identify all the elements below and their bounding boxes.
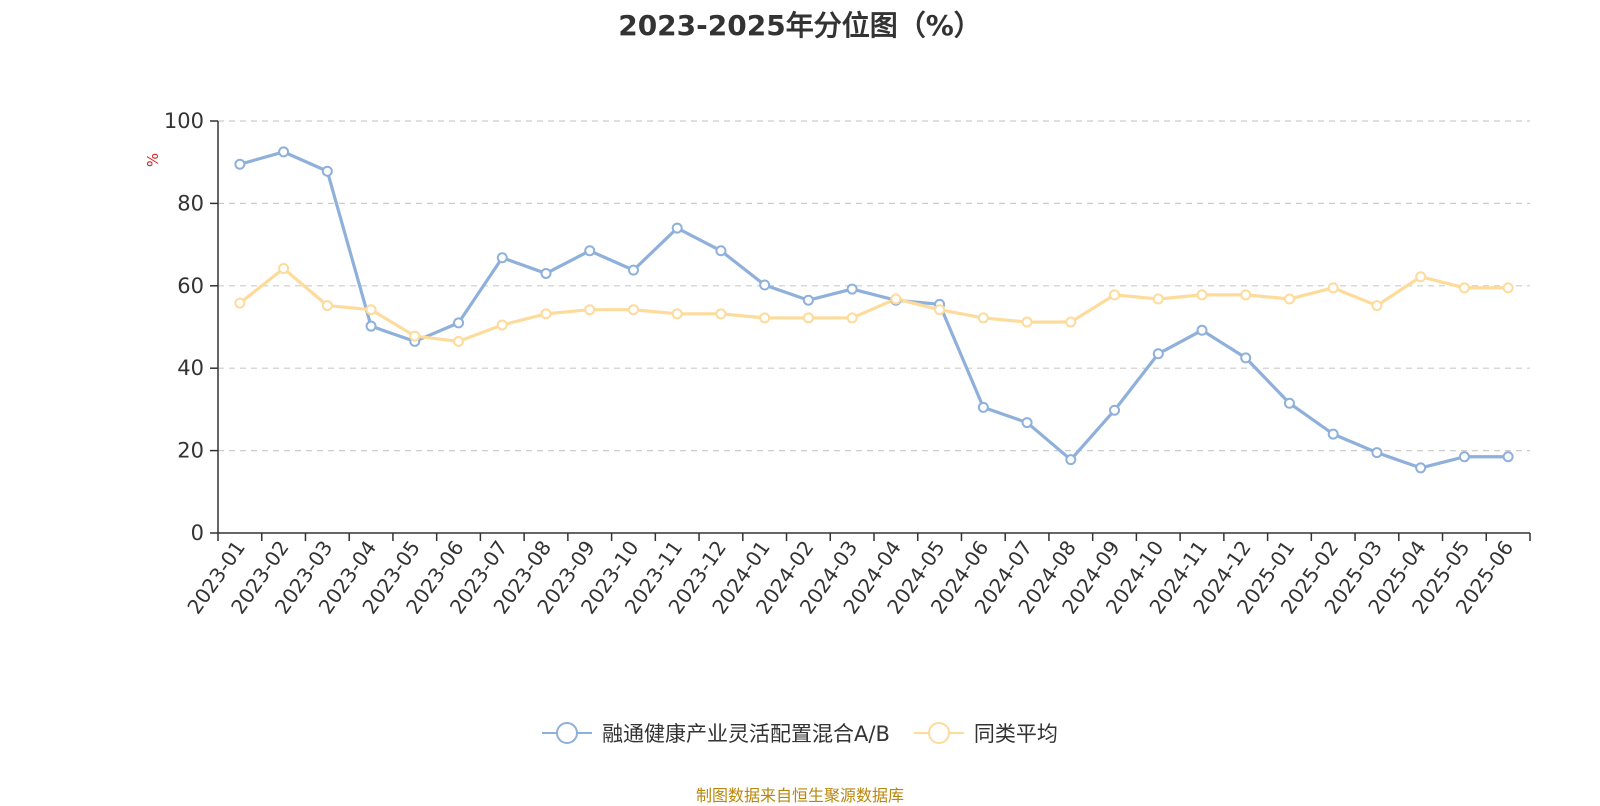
series-0-point xyxy=(1327,428,1339,440)
series-0-point xyxy=(715,245,727,257)
legend-item-series-0[interactable]: 融通健康产业灵活配置混合A/B xyxy=(542,718,890,748)
series-1-point xyxy=(671,308,683,320)
series-0-point xyxy=(1502,451,1514,463)
grid-layer xyxy=(218,120,1530,452)
series-0-point xyxy=(627,264,639,276)
series-0-point xyxy=(365,320,377,332)
series-1-point xyxy=(759,312,771,324)
series-0-point xyxy=(1371,447,1383,459)
series-1-point xyxy=(1327,282,1339,294)
legend-series-1-marker-icon xyxy=(913,722,964,744)
series-1-point xyxy=(1109,289,1121,301)
y-tick-label: 60 xyxy=(177,274,204,298)
series-0-point xyxy=(846,283,858,295)
series-0-point xyxy=(496,252,508,264)
series-0-point xyxy=(977,401,989,413)
legend-series-1-label: 同类平均 xyxy=(973,722,1058,746)
series-0-point xyxy=(1109,404,1121,416)
series-0-point xyxy=(1415,462,1427,474)
series-0-point xyxy=(1152,348,1164,360)
legend-item-series-1[interactable]: 同类平均 xyxy=(913,718,1058,748)
series-0-point xyxy=(234,158,246,170)
series-1-point xyxy=(365,304,377,316)
series-1-point xyxy=(1152,293,1164,305)
series-1-point xyxy=(540,308,552,320)
series-0-point xyxy=(540,267,552,279)
series-0-point xyxy=(802,294,814,306)
legend-series-0-marker-icon xyxy=(542,722,593,744)
series-1-point xyxy=(715,308,727,320)
series-1-point xyxy=(1196,289,1208,301)
series-1-line xyxy=(238,266,1509,344)
chart-title: 2023-2025年分位图（%） xyxy=(618,9,982,42)
series-1-point xyxy=(234,297,246,309)
axis-layer: 0204060801002023-012023-022023-032023-04… xyxy=(164,109,1531,618)
series-0-point xyxy=(1196,324,1208,336)
y-tick-label: 40 xyxy=(177,356,204,380)
y-tick-label: 100 xyxy=(164,109,204,133)
series-1-point xyxy=(1415,271,1427,283)
series-1-point xyxy=(321,300,333,312)
legend: 融通健康产业灵活配置混合A/B 同类平均 xyxy=(0,718,1600,748)
series-0-point xyxy=(1283,397,1295,409)
series-1-point xyxy=(934,304,946,316)
series-layer xyxy=(234,146,1514,474)
series-1-point xyxy=(409,330,421,342)
series-1-point xyxy=(278,262,290,274)
series-1-point xyxy=(1502,282,1514,294)
series-0-point xyxy=(671,222,683,234)
y-axis-label: % xyxy=(144,153,162,167)
y-tick-label: 0 xyxy=(191,521,204,545)
series-0-point xyxy=(584,245,596,257)
series-1-point xyxy=(890,293,902,305)
series-0-point xyxy=(1021,417,1033,429)
series-1-point xyxy=(584,304,596,316)
series-1-point xyxy=(1458,282,1470,294)
y-tick-label: 20 xyxy=(177,439,204,463)
series-0-point xyxy=(1240,352,1252,364)
series-1-point xyxy=(627,304,639,316)
series-1-point xyxy=(453,335,465,347)
series-0-point xyxy=(453,317,465,329)
series-0-line xyxy=(239,150,1509,470)
series-1-point xyxy=(1021,316,1033,328)
series-1-point xyxy=(1283,293,1295,305)
series-0-point xyxy=(1065,454,1077,466)
series-0-point xyxy=(321,165,333,177)
series-1-point xyxy=(496,319,508,331)
series-1-point xyxy=(846,312,858,324)
series-1-point xyxy=(1371,300,1383,312)
source-note: 制图数据来自恒生聚源数据库 xyxy=(695,786,904,805)
series-0-point xyxy=(759,279,771,291)
series-1-point xyxy=(802,312,814,324)
series-1-point xyxy=(1065,316,1077,328)
series-1-point xyxy=(1240,289,1252,301)
y-tick-label: 80 xyxy=(177,191,204,215)
series-0-point xyxy=(278,146,290,158)
series-1-point xyxy=(977,312,989,324)
series-0-point xyxy=(1458,451,1470,463)
legend-series-0-label: 融通健康产业灵活配置混合A/B xyxy=(602,722,890,746)
